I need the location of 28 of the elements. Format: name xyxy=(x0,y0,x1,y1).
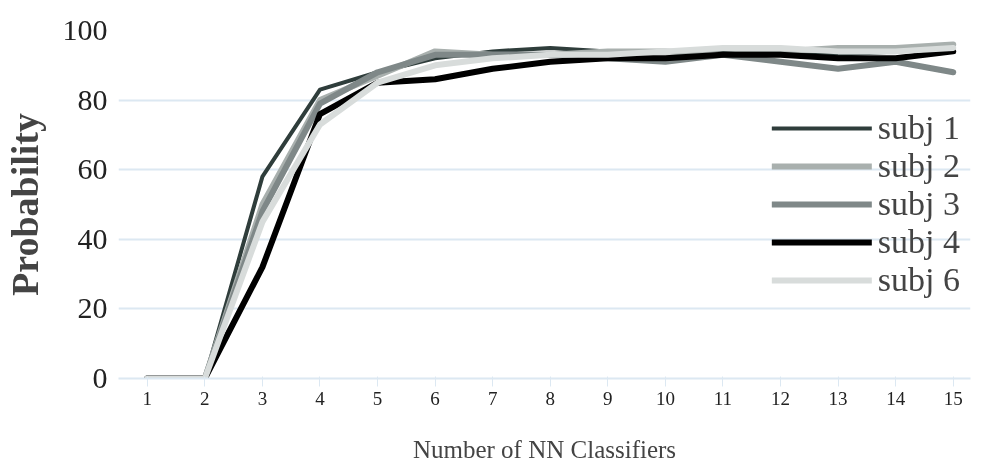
y-tick-label: 20 xyxy=(77,291,108,325)
y-tick-label: 40 xyxy=(77,221,108,255)
x-tick-label: 11 xyxy=(713,387,733,409)
x-axis-title: Number of NN Classifiers xyxy=(412,435,677,463)
legend-label: subj 3 xyxy=(877,185,960,223)
x-tick-label: 7 xyxy=(487,387,498,409)
x-tick-label: 1 xyxy=(142,387,153,409)
x-tick-label: 14 xyxy=(886,387,906,409)
y-tick-label: 0 xyxy=(92,361,108,394)
x-tick-label: 13 xyxy=(828,387,848,409)
x-tick-label: 9 xyxy=(603,387,613,409)
x-tick-label: 15 xyxy=(943,387,963,409)
x-tick-label: 10 xyxy=(655,387,675,409)
x-tick-label: 6 xyxy=(430,387,440,409)
x-tick-label: 2 xyxy=(200,387,210,409)
x-tick-label: 4 xyxy=(315,387,326,409)
legend-label: subj 6 xyxy=(877,261,960,299)
x-tick-label: 5 xyxy=(372,387,383,409)
x-tick-label: 3 xyxy=(257,387,268,409)
y-tick-label: 60 xyxy=(77,152,108,186)
y-tick-label: 100 xyxy=(62,13,108,46)
legend-label: subj 1 xyxy=(877,109,960,147)
x-tick-label: 12 xyxy=(771,387,791,409)
y-axis-title: Probability xyxy=(3,112,46,296)
x-tick-label: 8 xyxy=(545,387,556,409)
y-tick-label: 80 xyxy=(77,82,108,116)
legend-label: subj 2 xyxy=(877,147,960,185)
legend-label: subj 4 xyxy=(877,223,960,261)
